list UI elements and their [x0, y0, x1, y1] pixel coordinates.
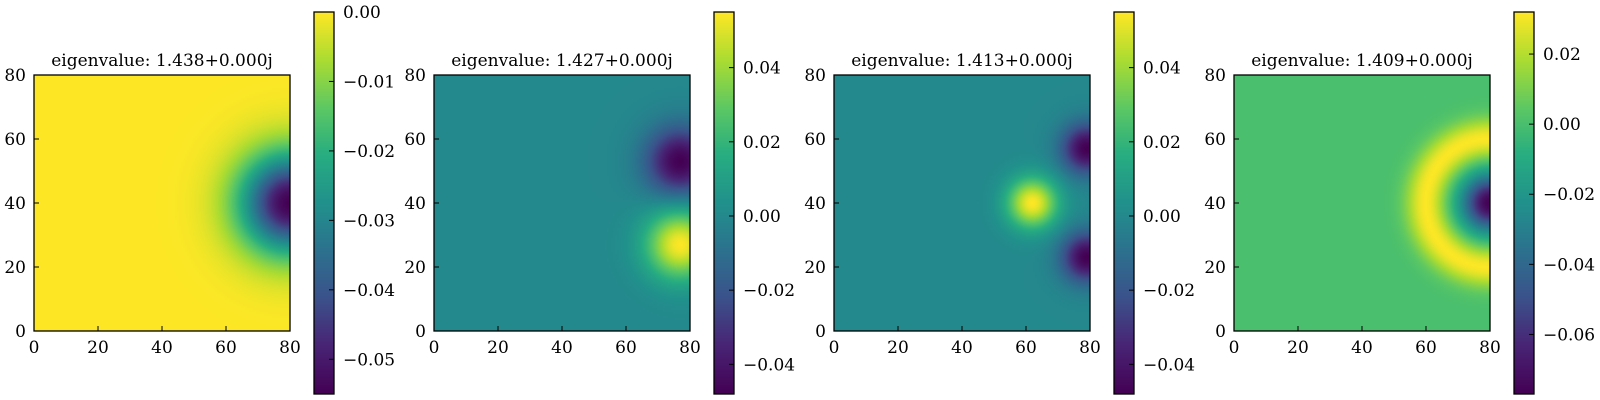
colorbar-tick-label: −0.02: [1543, 185, 1595, 205]
colorbar-frame: [1513, 11, 1535, 395]
colorbar-tick-label: −0.04: [743, 355, 795, 375]
y-tick-label: 40: [4, 194, 26, 214]
panel-4-title: eigenvalue: 1.409+0.000j: [1251, 51, 1473, 71]
y-tick-label: 40: [1204, 194, 1226, 214]
y-tick-label: 20: [404, 258, 426, 278]
heatmap-image: [834, 75, 1090, 331]
x-tick-label: 0: [829, 338, 840, 358]
y-tick-label: 20: [4, 258, 26, 278]
y-tick-label: 0: [815, 322, 826, 342]
panel-2-title: eigenvalue: 1.427+0.000j: [451, 51, 673, 71]
colorbar-tick-label: 0.00: [1143, 207, 1181, 227]
colorbar-tick-label: 0.02: [743, 133, 781, 153]
colorbar-tick-label: 0.04: [1143, 59, 1181, 79]
x-tick-label: 40: [951, 338, 973, 358]
y-tick-label: 60: [404, 130, 426, 150]
x-tick-label: 80: [1479, 338, 1501, 358]
y-tick-label: 40: [404, 194, 426, 214]
colorbar-tick-label: 0.02: [1543, 45, 1581, 65]
x-tick-label: 60: [215, 338, 237, 358]
colorbar-frame: [313, 11, 335, 395]
x-tick-label: 40: [1351, 338, 1373, 358]
x-tick-label: 80: [1079, 338, 1101, 358]
x-tick-label: 0: [29, 338, 40, 358]
x-tick-label: 20: [487, 338, 509, 358]
panel-3: eigenvalue: 1.413+0.000j 0 20 40 60 80 0 20 40 6…: [804, 11, 1195, 395]
y-tick-label: 60: [4, 130, 26, 150]
colorbar-tick-label: 0.00: [343, 3, 381, 23]
colorbar-tick-label: 0.00: [1543, 115, 1581, 135]
x-tick-label: 80: [279, 338, 301, 358]
y-tick-label: 60: [804, 130, 826, 150]
colorbar-tick-label: −0.03: [343, 211, 395, 231]
x-tick-label: 0: [429, 338, 440, 358]
colorbar-tick-label: 0.04: [743, 59, 781, 79]
panel-3-title: eigenvalue: 1.413+0.000j: [851, 51, 1073, 71]
colorbar-tick-label: −0.02: [1143, 281, 1195, 301]
panel-1-title: eigenvalue: 1.438+0.000j: [51, 51, 273, 71]
colorbar-tick-label: −0.01: [343, 72, 395, 92]
x-tick-label: 40: [151, 338, 173, 358]
x-tick-label: 20: [87, 338, 109, 358]
x-tick-label: 60: [1015, 338, 1037, 358]
x-tick-label: 0: [1229, 338, 1240, 358]
colorbar-tick-label: −0.05: [343, 350, 395, 370]
colorbar-tick-label: 0.02: [1143, 133, 1181, 153]
y-tick-label: 40: [804, 194, 826, 214]
x-tick-label: 60: [1415, 338, 1437, 358]
y-tick-label: 80: [404, 66, 426, 86]
y-tick-label: 0: [1215, 322, 1226, 342]
x-tick-label: 80: [679, 338, 701, 358]
colorbar-tick-label: −0.04: [1543, 255, 1595, 275]
colorbar-gradient: [1514, 12, 1534, 394]
x-tick-label: 60: [615, 338, 637, 358]
panel-2: eigenvalue: 1.427+0.000j 0 20 40 60 80 0 20 40 6…: [404, 11, 795, 395]
y-tick-label: 80: [804, 66, 826, 86]
colorbar-tick-label: 0.00: [743, 207, 781, 227]
y-tick-label: 80: [4, 66, 26, 86]
y-tick-label: 0: [415, 322, 426, 342]
colorbar-tick-label: −0.04: [1143, 355, 1195, 375]
y-tick-label: 80: [1204, 66, 1226, 86]
heatmap-image: [34, 75, 290, 331]
colorbar-tick-label: −0.02: [743, 281, 795, 301]
y-tick-label: 60: [1204, 130, 1226, 150]
panel-1: eigenvalue: 1.438+0.000j 0 20 40 60 80 0 20 40 6…: [4, 3, 395, 395]
colorbar-gradient: [714, 12, 734, 394]
colorbar-gradient: [314, 12, 334, 394]
colorbar-frame: [713, 11, 735, 395]
colorbar-tick-label: −0.04: [343, 281, 395, 301]
panel-4: eigenvalue: 1.409+0.000j 0 20 40 60 80 0 20 40 6…: [1204, 11, 1595, 395]
y-tick-label: 0: [15, 322, 26, 342]
heatmap-image: [1234, 75, 1490, 331]
colorbar-frame: [1113, 11, 1135, 395]
x-tick-label: 40: [551, 338, 573, 358]
heatmap-image: [434, 75, 690, 331]
colorbar-tick-label: −0.02: [343, 142, 395, 162]
colorbar-tick-label: −0.06: [1543, 325, 1595, 345]
y-tick-label: 20: [804, 258, 826, 278]
x-tick-label: 20: [887, 338, 909, 358]
y-tick-label: 20: [1204, 258, 1226, 278]
colorbar-gradient: [1114, 12, 1134, 394]
x-tick-label: 20: [1287, 338, 1309, 358]
